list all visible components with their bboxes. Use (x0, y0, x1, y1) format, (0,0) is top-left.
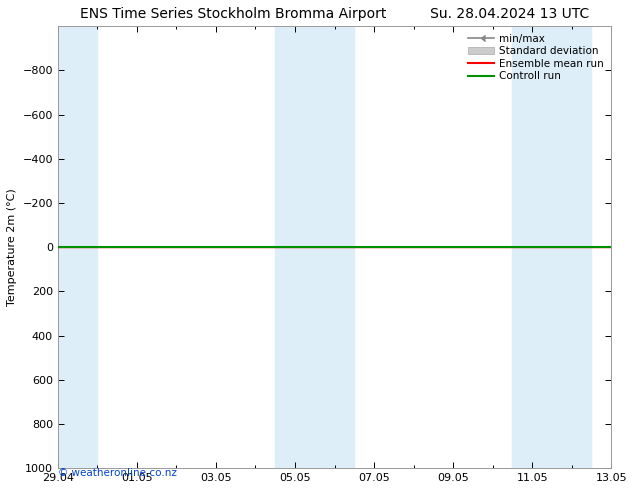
Bar (512, 26, 592, 468)
Text: © weatheronline.co.nz: © weatheronline.co.nz (58, 468, 177, 478)
Legend: min/max, Standard deviation, Ensemble mean run, Controll run: min/max, Standard deviation, Ensemble me… (466, 31, 606, 83)
Bar (275, 26, 354, 468)
Y-axis label: Temperature 2m (°C): Temperature 2m (°C) (7, 188, 17, 306)
Title: ENS Time Series Stockholm Bromma Airport          Su. 28.04.2024 13 UTC: ENS Time Series Stockholm Bromma Airport… (80, 7, 589, 21)
Bar (58, 26, 98, 468)
